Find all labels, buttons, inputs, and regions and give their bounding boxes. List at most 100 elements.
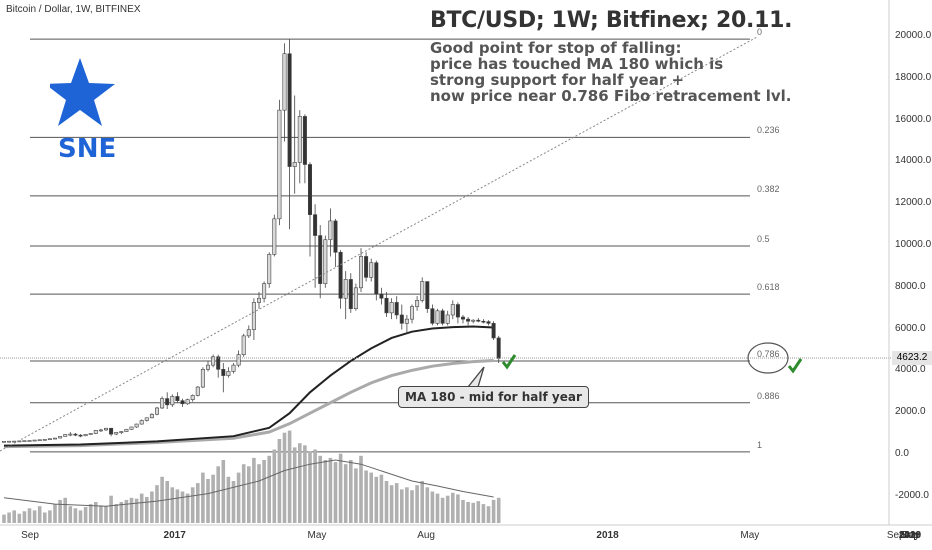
volume-bar (262, 460, 266, 523)
check-icon (501, 354, 517, 370)
candle-body (455, 304, 460, 318)
volume-bar (88, 504, 93, 523)
candle-body (353, 287, 358, 309)
candle-body (272, 218, 277, 255)
volume-bar (247, 466, 251, 523)
candle-body (104, 427, 109, 431)
volume-bar (430, 491, 435, 523)
candle-body (124, 428, 129, 432)
candle-body (318, 235, 323, 284)
volume-bar (185, 493, 190, 523)
candle-body (430, 308, 435, 324)
volume-bar (27, 508, 32, 523)
volume-bar (282, 432, 287, 523)
volume-bar (328, 457, 333, 523)
volume-bar (150, 491, 154, 523)
candle-body (231, 364, 236, 372)
volume-bar (445, 495, 450, 523)
candle-body (58, 436, 63, 439)
candle-body (358, 256, 363, 289)
x-tick-label: Sep (886, 530, 905, 541)
candle-body (119, 431, 124, 433)
volume-bar (491, 499, 496, 523)
candle-body (460, 316, 465, 320)
volume-bar (252, 457, 256, 523)
volume-bar (73, 508, 78, 523)
candle-body (313, 214, 318, 236)
note-line: Good point for stop of falling: (430, 39, 682, 57)
volume-bar (272, 449, 277, 523)
volume-bar (466, 502, 470, 523)
volume-bar (124, 499, 129, 523)
candle-body (251, 302, 256, 330)
volume-bar (119, 502, 124, 523)
ma-line (3, 325, 494, 447)
candle-body (491, 323, 496, 339)
candle-body (323, 239, 328, 284)
candle-body (211, 356, 216, 366)
candle-body (37, 439, 42, 442)
candle-body (170, 396, 175, 406)
volume-bars (2, 430, 501, 523)
candle-body (73, 433, 78, 436)
y-tick-label: 6000.0 (895, 322, 926, 334)
x-tick-label: Sep (901, 530, 919, 541)
volume-bar (456, 494, 460, 523)
volume-bar (68, 506, 73, 523)
candle-body (262, 283, 267, 299)
candle-body (221, 369, 226, 376)
candle-body (216, 356, 221, 370)
volume-bar (461, 499, 465, 523)
volume-bar (206, 478, 210, 523)
volume-bar (221, 460, 226, 523)
candle-body (389, 302, 394, 314)
volume-bar (104, 506, 108, 523)
candle-body (226, 371, 231, 376)
candlesticks (1, 39, 501, 443)
volume-bar (241, 464, 246, 523)
candle-body (328, 220, 333, 241)
candle-body (68, 433, 73, 436)
chart-headline: BTC/USD; 1W; Bitfinex; 20.11. (430, 8, 793, 33)
volume-bar (384, 481, 389, 523)
volume-bar (12, 510, 16, 523)
note-line: now price near 0.786 Fibo retracement lv… (430, 87, 792, 105)
candle-body (486, 321, 491, 324)
candle-body (450, 304, 455, 316)
ma-180-line (3, 359, 494, 449)
candle-body (338, 251, 343, 299)
candle-body (27, 440, 32, 442)
candle-body (42, 439, 47, 441)
x-tick-label: 2020 (898, 530, 922, 541)
volume-bar (343, 464, 348, 523)
volume-bar (486, 506, 491, 523)
note-line: price has touched MA 180 which is (430, 55, 724, 73)
volume-bar (298, 443, 302, 523)
volume-bar (139, 493, 144, 523)
candle-body (190, 395, 195, 400)
candle-body (256, 297, 261, 303)
volume-bar (303, 445, 307, 523)
y-tick-label: 20000.0 (895, 30, 932, 41)
candle-body (379, 293, 384, 299)
volume-bar (114, 504, 118, 523)
candle-body (420, 281, 425, 301)
candle-body (195, 386, 200, 396)
volume-bar (175, 489, 180, 523)
candle-body (134, 423, 139, 428)
candle-body (175, 396, 180, 401)
check-icon (787, 358, 803, 374)
candle-body (155, 407, 160, 415)
volume-ma-line (3, 459, 494, 507)
volume-bar (7, 512, 11, 523)
candle-body (364, 256, 369, 278)
current-price-tag: 4623.2 (892, 351, 932, 365)
x-tick-label: 2019 (898, 530, 922, 541)
volume-bar (170, 487, 175, 523)
fib-label: 0.886 (757, 390, 780, 401)
volume-bar (359, 455, 363, 523)
candle-body (236, 354, 241, 366)
volume-bar (425, 487, 430, 523)
volume-bar (287, 430, 292, 523)
